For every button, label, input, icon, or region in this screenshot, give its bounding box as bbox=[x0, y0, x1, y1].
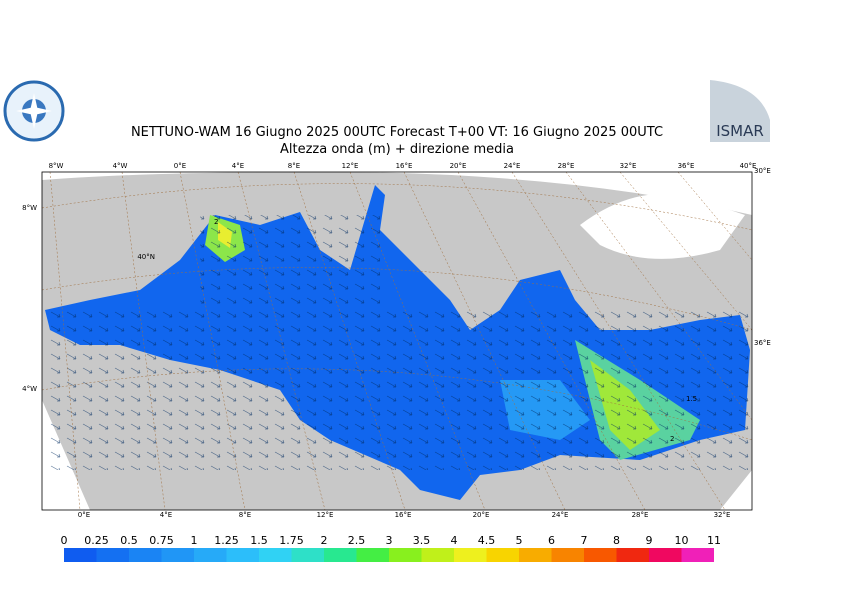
lon-label: 20°E bbox=[450, 162, 467, 170]
lon-label: 28°E bbox=[558, 162, 575, 170]
lon-label: 28°E bbox=[632, 511, 649, 519]
colorbar-label: 5 bbox=[516, 534, 523, 547]
colorbar-label: 11 bbox=[707, 534, 721, 547]
colorbar-label: 7 bbox=[581, 534, 588, 547]
colorbar-box bbox=[584, 548, 617, 562]
colorbar-box bbox=[226, 548, 259, 562]
lat-label: 40°N bbox=[137, 253, 155, 261]
lon-label: 24°E bbox=[552, 511, 569, 519]
lon-label: 36°E bbox=[678, 162, 695, 170]
colorbar-label: 1 bbox=[191, 534, 198, 547]
colorbar-label: 0.5 bbox=[120, 534, 138, 547]
lat-label: 8°W bbox=[22, 204, 37, 212]
colorbar-label: 4.5 bbox=[478, 534, 496, 547]
colorbar-label: 0.25 bbox=[84, 534, 109, 547]
lon-label: 4°W bbox=[113, 162, 128, 170]
contour-label: 2 bbox=[670, 435, 674, 443]
colorbar-box bbox=[616, 548, 649, 562]
lat-label: 4°W bbox=[22, 385, 37, 393]
colorbar-box bbox=[161, 548, 194, 562]
colorbar-box bbox=[519, 548, 552, 562]
colorbar: 0 0.25 0.5 0.75 1 1.25 1.5 1.75 2 2.5 3 3.5 4 4.5 5 6 7 8… bbox=[61, 534, 721, 562]
lon-label: 20°E bbox=[473, 511, 490, 519]
contour-label: 1.5 bbox=[686, 395, 697, 403]
lon-label: 16°E bbox=[396, 162, 413, 170]
colorbar-label: 4 bbox=[451, 534, 458, 547]
colorbar-box bbox=[259, 548, 292, 562]
colorbar-box bbox=[486, 548, 519, 562]
lon-label: 32°E bbox=[714, 511, 731, 519]
lon-label: 12°E bbox=[342, 162, 359, 170]
lon-label: 8°W bbox=[49, 162, 64, 170]
colorbar-label: 8 bbox=[613, 534, 620, 547]
logo-right: ISMAR bbox=[710, 80, 770, 142]
lon-label: 24°E bbox=[504, 162, 521, 170]
colorbar-box bbox=[291, 548, 324, 562]
lon-label: 4°E bbox=[160, 511, 172, 519]
lon-label: 4°E bbox=[232, 162, 244, 170]
lon-label: 16°E bbox=[395, 511, 412, 519]
colorbar-box bbox=[129, 548, 162, 562]
colorbar-label: 0 bbox=[61, 534, 68, 547]
colorbar-label: 3 bbox=[386, 534, 393, 547]
colorbar-label: 6 bbox=[548, 534, 555, 547]
colorbar-box bbox=[649, 548, 682, 562]
contour-label: 2 bbox=[214, 218, 218, 226]
colorbar-box bbox=[96, 548, 129, 562]
frame bbox=[41, 171, 753, 511]
colorbar-label: 3.5 bbox=[413, 534, 431, 547]
logo-text: ISMAR bbox=[716, 122, 764, 140]
colorbar-label: 0.75 bbox=[149, 534, 174, 547]
colorbar-box bbox=[421, 548, 454, 562]
colorbar-box bbox=[64, 548, 97, 562]
colorbar-label: 1.5 bbox=[250, 534, 268, 547]
colorbar-label: 1.75 bbox=[279, 534, 304, 547]
lon-label: 12°E bbox=[317, 511, 334, 519]
lon-label: 40°E bbox=[740, 162, 757, 170]
lon-label: 8°E bbox=[239, 511, 251, 519]
colorbar-box bbox=[389, 548, 422, 562]
colorbar-box bbox=[454, 548, 487, 562]
lon-label: 32°E bbox=[620, 162, 637, 170]
lat-label: 30°E bbox=[754, 167, 771, 175]
map bbox=[42, 172, 752, 510]
colorbar-box bbox=[551, 548, 584, 562]
lon-label: 8°E bbox=[288, 162, 300, 170]
lon-label: 0°E bbox=[174, 162, 186, 170]
lon-label: 0°E bbox=[78, 511, 90, 519]
colorbar-label: 2 bbox=[321, 534, 328, 547]
colorbar-box bbox=[194, 548, 227, 562]
colorbar-label: 2.5 bbox=[348, 534, 366, 547]
colorbar-box bbox=[681, 548, 714, 562]
subtitle: Altezza onda (m) + direzione media bbox=[280, 142, 514, 157]
colorbar-box bbox=[356, 548, 389, 562]
colorbar-label: 10 bbox=[675, 534, 689, 547]
colorbar-label: 9 bbox=[646, 534, 653, 547]
colorbar-box bbox=[324, 548, 357, 562]
lat-label: 36°E bbox=[754, 339, 771, 347]
colorbar-label: 1.25 bbox=[214, 534, 239, 547]
logo-left bbox=[3, 80, 65, 142]
title: NETTUNO-WAM 16 Giugno 2025 00UTC Forecas… bbox=[131, 125, 663, 140]
